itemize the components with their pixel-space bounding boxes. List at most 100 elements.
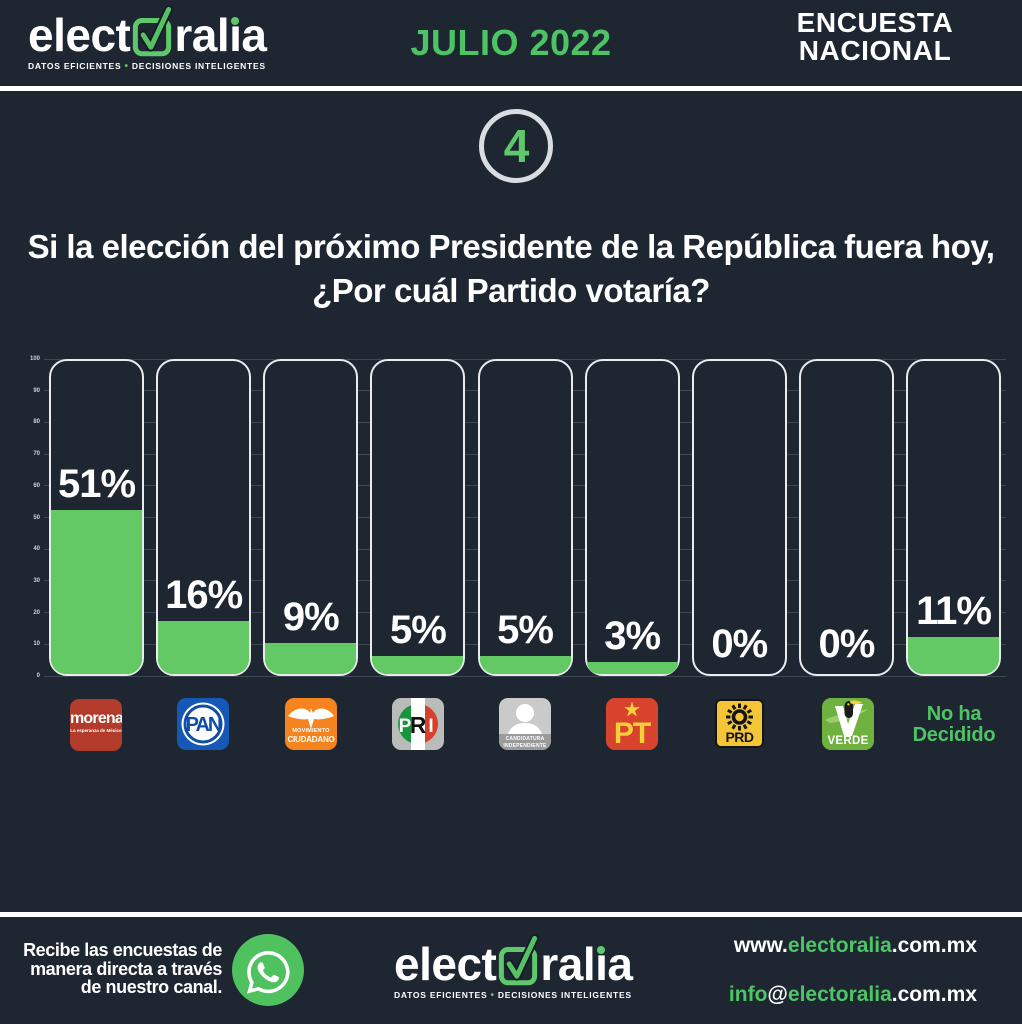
- tagline-bullet: •: [124, 61, 129, 72]
- logo-morena: morena La esperanza de México: [70, 699, 122, 751]
- logo-candidatura-independiente: CANDIDATURA INDEPENDIENTE: [499, 698, 551, 750]
- logo-i-dot: [231, 17, 240, 25]
- bar-fill-morena: [51, 510, 142, 674]
- bar-column-verde: 0%: [798, 359, 894, 676]
- mc-line1: MOVIMIENTO: [292, 728, 330, 734]
- bar-fill-candidatura-independiente: [479, 656, 571, 674]
- verde-text: VERDE: [827, 735, 869, 747]
- logo-pri: P R I: [392, 698, 444, 750]
- slide-number: 4: [503, 120, 530, 172]
- bar-value-label-prd: 0%: [711, 622, 768, 666]
- footer-logo-text-pre: elect: [394, 938, 497, 990]
- logo-pt: PT: [606, 698, 658, 750]
- person-silhouette-icon: [499, 704, 551, 750]
- email-suffix: .com.mx: [891, 983, 977, 1006]
- bar-column-pt: 3%: [584, 359, 680, 676]
- bar-column-candidatura-independiente: 5%: [477, 359, 573, 676]
- website-suffix: .com.mx: [891, 934, 977, 957]
- bar-value-label-verde: 0%: [818, 622, 875, 666]
- bar-column-movimiento-ciudadano: 9%: [263, 359, 359, 676]
- gridline-0: [44, 675, 1006, 677]
- footer-logo-checkbox-icon: [499, 934, 540, 986]
- footer-tagline-left: DATOS EFICIENTES: [394, 990, 488, 1000]
- cta-line3: de nuestro canal.: [80, 977, 223, 997]
- bar-value-label-pt: 3%: [604, 614, 661, 658]
- ytick-0: 0: [36, 673, 40, 679]
- ytick-30: 30: [33, 577, 40, 584]
- logo-text-end: a: [241, 9, 267, 61]
- logo-checkbox-icon: [133, 5, 174, 57]
- logo-prd: PRD: [715, 699, 764, 748]
- ytick-10: 10: [33, 641, 40, 648]
- pt-star-icon: PT: [614, 701, 652, 750]
- ytick-100: 100: [29, 356, 40, 362]
- cta-line2: manera directa a través: [30, 958, 222, 979]
- bar-value-label-pan: 16%: [165, 573, 243, 617]
- header-logo: elect ral ı a DATOS EFICIENTES • DECISIONE…: [28, 5, 267, 72]
- logo-movimiento-ciudadano: MOVIMIENTO CIUDADANO: [285, 698, 337, 750]
- email-address: info@electoralia.com.mx: [655, 984, 977, 1006]
- bar-fill-movimiento-ciudadano: [265, 643, 357, 674]
- ytick-60: 60: [33, 482, 40, 489]
- pri-emblem-icon: P R I: [398, 698, 438, 750]
- question-line2: ¿Por cuál Partido votaría?: [312, 272, 710, 309]
- bar-value-label-pri: 5%: [389, 608, 447, 652]
- logo-verde: VERDE: [822, 698, 874, 750]
- svg-text:PAN: PAN: [186, 714, 222, 736]
- website-url: www.electoralia.com.mx: [655, 935, 977, 957]
- national-survey-badge: ENCUESTA NACIONAL: [755, 9, 995, 65]
- ytick-70: 70: [33, 451, 40, 458]
- ytick-20: 20: [33, 609, 40, 616]
- mc-line2: CIUDADANO: [287, 735, 335, 744]
- footer-links: www.electoralia.com.mx info@electoralia.…: [655, 935, 977, 1006]
- bar-column-prd: 0%: [691, 359, 787, 676]
- website-brand: electoralia: [787, 934, 892, 957]
- undecided-line2: Decidido: [912, 724, 996, 746]
- whatsapp-logo-svg: [232, 934, 304, 1006]
- question-line1: Si la elección del próximo Presidente de…: [27, 228, 995, 265]
- bar-column-no-ha-decidido: 11%: [906, 359, 1001, 676]
- prd-text: PRD: [725, 729, 754, 745]
- morena-name: morena: [70, 710, 122, 727]
- logo-letter-i: ı: [229, 12, 242, 58]
- logo-wordmark: elect ral ı a: [28, 5, 267, 58]
- email-prefix: info: [728, 983, 768, 1006]
- slide-number-circle: 4: [479, 109, 553, 183]
- pri-letter-r: R: [410, 712, 427, 738]
- bar-fill-pt: [586, 662, 678, 674]
- tagline-left: DATOS EFICIENTES: [28, 61, 122, 71]
- ci-line1: CANDIDATURA: [505, 736, 545, 742]
- footer-logo: elect ral ı a DATOS EFICIENTES • DECISIONE…: [394, 934, 633, 1001]
- bar-value-label-movimiento-ciudadano: 9%: [282, 595, 340, 639]
- footer-logo-tagline: DATOS EFICIENTES • DECISIONES INTELIGENT…: [394, 990, 633, 1001]
- whatsapp-cta-text: Recibe las encuestas de manera directa a…: [0, 941, 222, 997]
- whatsapp-icon: [232, 934, 304, 1006]
- cta-line1: Recibe las encuestas de: [23, 940, 222, 960]
- footer-tagline-right: DECISIONES INTELIGENTES: [497, 990, 632, 1000]
- morena-tagline: La esperanza de México: [70, 728, 122, 733]
- prd-sun-icon: [726, 703, 753, 731]
- bar-column-pri: 5%: [370, 359, 466, 676]
- footer-divider: [0, 912, 1022, 917]
- verde-emblem-icon: [825, 700, 868, 736]
- website-prefix: www.: [733, 934, 788, 957]
- bar-value-label-morena: 51%: [57, 462, 136, 506]
- logo-text-pre: elect: [28, 9, 131, 61]
- bar-fill-pri: [372, 656, 464, 674]
- email-at: @: [767, 983, 788, 1006]
- bar-fill-no-ha-decidido: [908, 637, 999, 674]
- pri-letter-p: P: [399, 716, 412, 737]
- footer-logo-text-mid: ral: [540, 938, 596, 990]
- bar-column-pan: 16%: [156, 359, 252, 676]
- footer-logo-i-dot: [597, 946, 606, 954]
- party-logos-row: morena La esperanza de México PAN MOVIMI…: [0, 698, 1022, 758]
- bar-chart: 0 10 20 30 40 50 60 70 80 90 100 51% 16% 9% 5% 5% 3% 0% 0%…: [0, 356, 1022, 679]
- header-divider: [0, 86, 1022, 91]
- footer-logo-wordmark: elect ral ı a: [394, 934, 633, 987]
- tagline-right: DECISIONES INTELIGENTES: [131, 61, 266, 71]
- ytick-80: 80: [33, 419, 40, 426]
- footer-logo-letter-i: ı: [595, 941, 608, 987]
- undecided-line1: No ha: [926, 703, 982, 725]
- edition-title: JULIO 2022: [410, 22, 612, 63]
- ci-line2: INDEPENDIENTE: [503, 742, 547, 749]
